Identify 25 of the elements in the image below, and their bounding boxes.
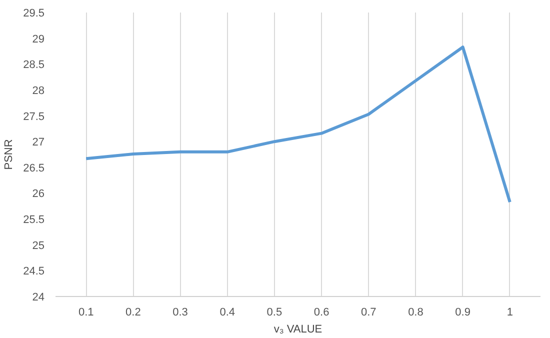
x-axis-title: v₃ VALUE — [274, 324, 322, 336]
x-tick-label: 0.4 — [220, 306, 236, 318]
y-tick-label: 29 — [32, 33, 45, 46]
x-tick-label: 0.8 — [408, 306, 424, 318]
y-tick-label: 28 — [32, 84, 45, 97]
x-tick-label: 0.5 — [266, 306, 282, 318]
x-tick-label: 0.6 — [314, 306, 330, 318]
x-tick-label: 1 — [506, 306, 513, 318]
y-tick-label: 29.5 — [23, 8, 45, 20]
y-tick-label: 28.5 — [23, 59, 45, 72]
y-tick-label: 26 — [32, 188, 45, 200]
x-tick-label: 0.7 — [360, 306, 376, 318]
x-tick-label: 0.1 — [78, 306, 94, 318]
y-tick-label: 27 — [32, 136, 45, 149]
x-tick-label: 0.2 — [126, 306, 141, 318]
y-axis-title: PSNR — [3, 139, 16, 170]
x-tick-label: 0.3 — [172, 306, 188, 318]
y-tick-label: 27.5 — [23, 110, 45, 123]
y-tick-label: 25.5 — [23, 214, 45, 226]
y-tick-label: 25 — [32, 240, 45, 252]
y-tick-label: 24.5 — [23, 266, 45, 278]
line-series — [84, 46, 512, 204]
y-tick-label: 24 — [32, 292, 45, 304]
x-tick-label: 0.9 — [455, 306, 470, 318]
y-tick-label: 26.5 — [23, 162, 45, 174]
